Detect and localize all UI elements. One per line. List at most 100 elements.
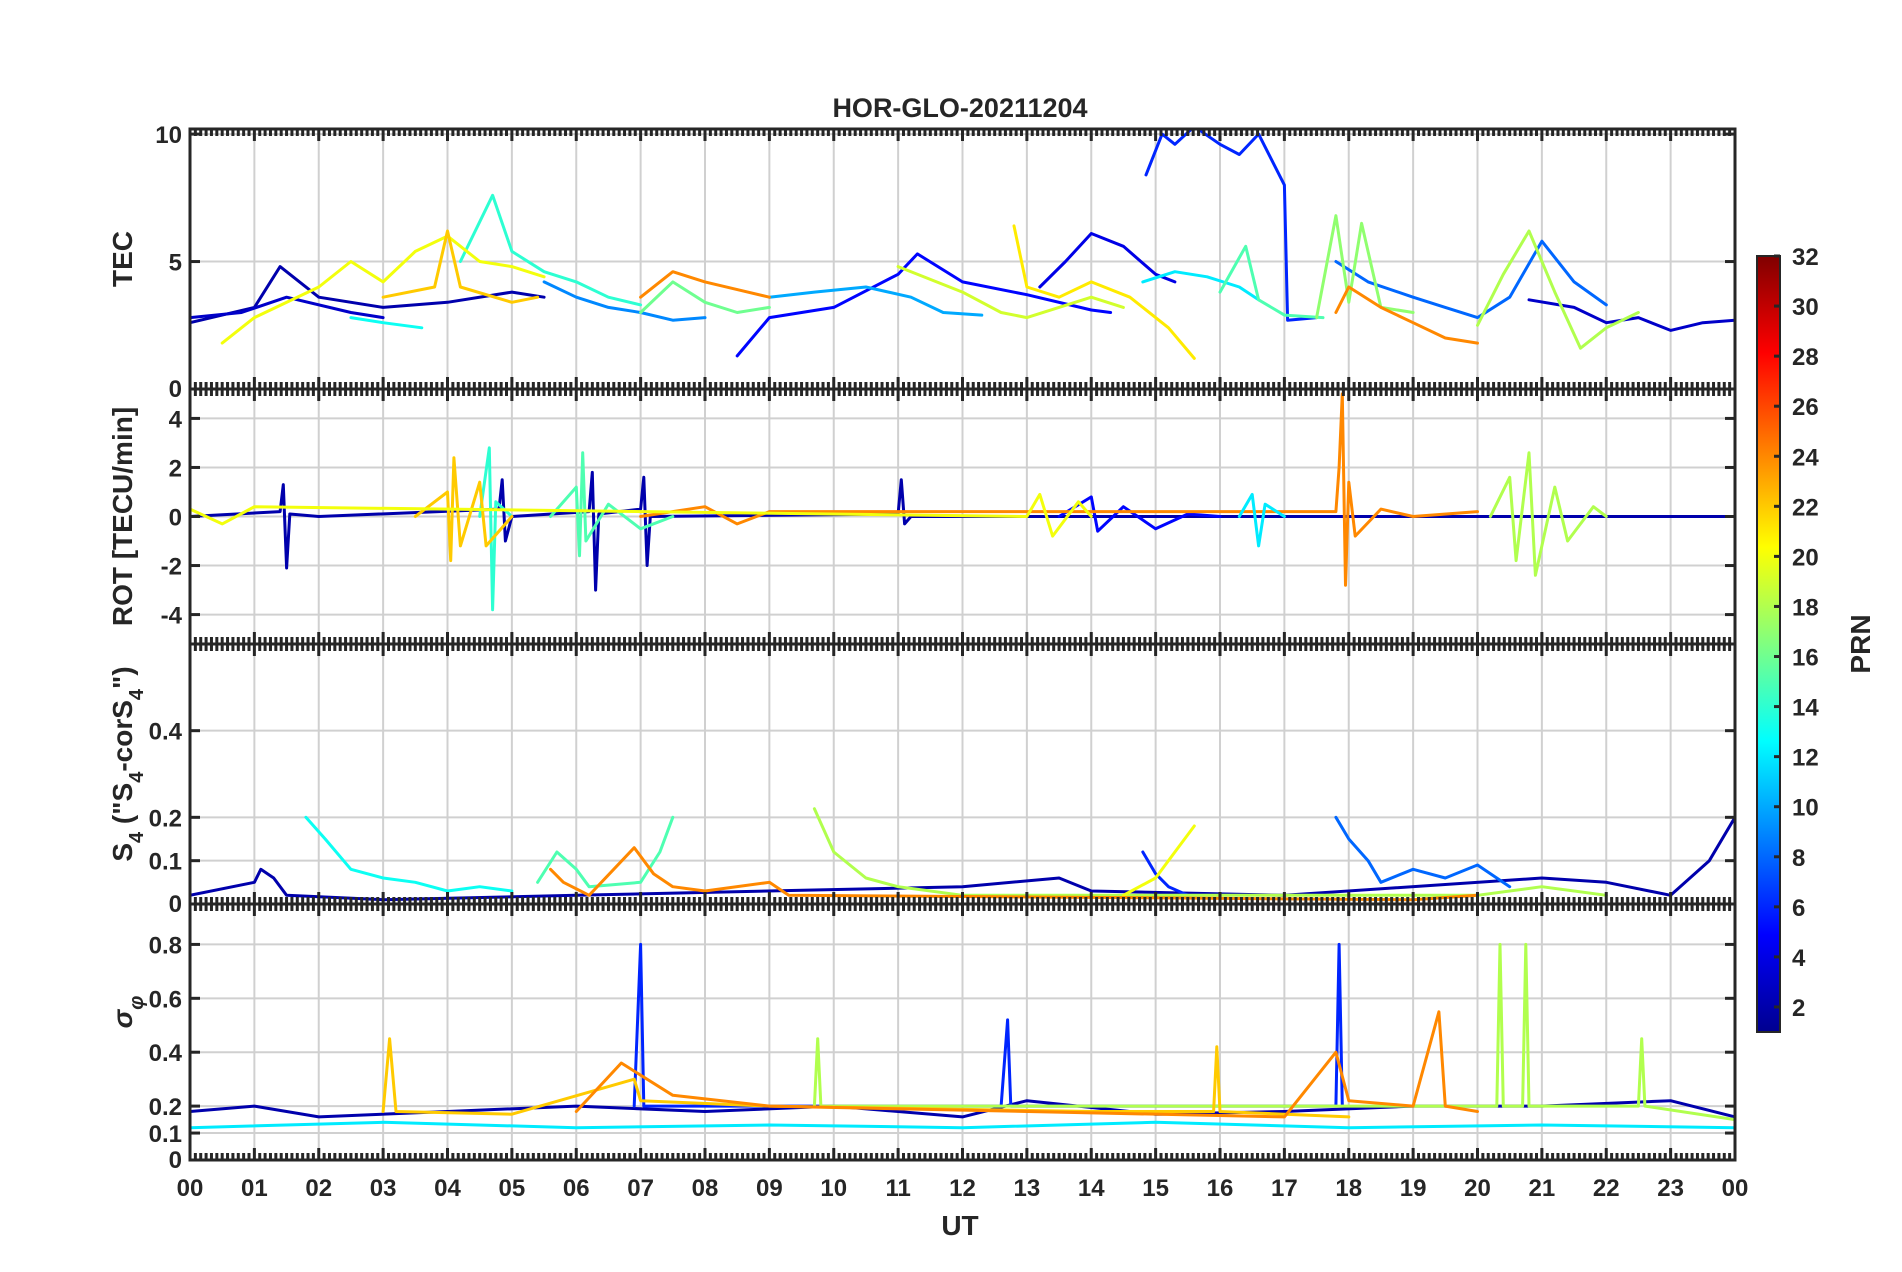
y-tick-label: 4 <box>169 406 183 433</box>
y-axis-title: ROT [TECU/min] <box>107 407 138 626</box>
colorbar-label: PRN <box>1845 614 1876 673</box>
panel-tec: 0 5 10 TEC <box>107 122 1737 403</box>
series-prn-14 <box>458 193 643 307</box>
colorbar-tick-label: 30 <box>1792 294 1819 321</box>
series-prn-5 <box>1057 495 1222 533</box>
colorbar-tick-label: 24 <box>1792 444 1819 471</box>
y-tick-label: 0.4 <box>149 719 183 746</box>
series-prn-22 <box>381 229 540 304</box>
y-tick-label: 0.2 <box>149 805 182 832</box>
y-axis-title-subscript: 4 <box>126 831 148 843</box>
y-tick-label: 0.1 <box>149 849 182 876</box>
x-tick-label: 12 <box>949 1175 976 1202</box>
x-tick-label: 20 <box>1464 1175 1491 1202</box>
series-prn-24 <box>1334 285 1479 345</box>
series-prn-16 <box>639 280 771 314</box>
panel-grid <box>190 644 1735 904</box>
series-prn-24 <box>574 1010 1479 1119</box>
colorbar: 32 30 28 26 24 22 20 18 16 14 12 10 8 6 4 2 PRN <box>1756 244 1876 1033</box>
x-tick-label: 23 <box>1657 1175 1684 1202</box>
x-tick-label: 06 <box>563 1175 590 1202</box>
series-prn-18 <box>812 807 1608 897</box>
series-prn-22 <box>381 1037 1351 1119</box>
series-prn-3 <box>1527 298 1735 332</box>
y-tick-label: 0 <box>169 505 182 532</box>
colorbar-ticks: 32 30 28 26 24 22 20 18 16 14 12 10 8 6 4 2 <box>1774 244 1819 1022</box>
panel-series <box>190 807 1735 902</box>
y-tick-label: 2 <box>169 455 182 482</box>
x-tick-label: 16 <box>1207 1175 1234 1202</box>
panel-series <box>190 942 1735 1130</box>
x-tick-label: 08 <box>692 1175 719 1202</box>
x-tick-label: 17 <box>1271 1175 1298 1202</box>
x-tick-label: 13 <box>1014 1175 1041 1202</box>
y-axis-title-part: -corS <box>107 700 138 772</box>
panel-series <box>190 129 1735 360</box>
colorbar-tick-label: 4 <box>1792 945 1806 972</box>
series-prn-15 <box>549 451 675 558</box>
y-tick-labels: 0 0.1 0.2 0.4 <box>149 719 183 918</box>
colorbar-tick-label: 26 <box>1792 394 1819 421</box>
y-axis-title-part: S <box>107 843 138 862</box>
x-tick-label: 15 <box>1142 1175 1169 1202</box>
colorbar-tick-label: 22 <box>1792 494 1819 521</box>
x-tick-label: 11 <box>885 1175 910 1202</box>
x-tick-label: 04 <box>434 1175 461 1202</box>
panel-grid <box>190 904 1735 1160</box>
series-prn-24 <box>549 846 1479 902</box>
series-prn-6 <box>1141 850 1190 897</box>
y-axis-title-subscript: 4 <box>126 688 148 700</box>
y-tick-label: -2 <box>161 554 182 581</box>
x-axis-tick-labels: 00 01 02 03 04 05 06 07 08 09 10 11 12 13 14 15 16 17 18 19… <box>177 1175 1749 1202</box>
y-axis-title: σφ <box>107 996 148 1029</box>
y-tick-label: 10 <box>155 122 182 149</box>
series-prn-17 <box>1315 214 1415 320</box>
series-prn-21 <box>1012 224 1196 360</box>
y-axis-title-subscript: φ <box>126 996 148 1010</box>
series-prn-12 <box>1237 492 1286 548</box>
chart-title: HOR-GLO-20211204 <box>832 93 1087 123</box>
y-tick-label: 0 <box>169 1147 182 1174</box>
colorbar-tick-label: 12 <box>1792 745 1819 772</box>
y-tick-labels: -4 -2 0 2 4 <box>161 406 183 629</box>
series-prn-20 <box>220 234 546 345</box>
colorbar-tick-label: 6 <box>1792 895 1805 922</box>
panel-sigma: 00.10.2 0.4 0.6 0.8 σφ <box>107 902 1737 1174</box>
x-tick-label: 03 <box>370 1175 397 1202</box>
series-prn-6 <box>632 942 1344 1108</box>
series-prn-13 <box>304 815 514 893</box>
panel-series <box>190 392 1735 612</box>
y-tick-label: 0.2 <box>149 1094 182 1121</box>
series-prn-20 <box>1121 824 1196 897</box>
colorbar-tick-label: 20 <box>1792 544 1819 571</box>
x-tick-label: 00 <box>177 1175 204 1202</box>
y-tick-label: 0.4 <box>149 1040 183 1067</box>
series-prn-13 <box>349 316 424 330</box>
series-prn-2 <box>190 470 1735 592</box>
x-tick-label: 21 <box>1529 1175 1556 1202</box>
x-tick-label: 19 <box>1400 1175 1427 1202</box>
colorbar-tick-label: 16 <box>1792 645 1819 672</box>
panel-tick-marks <box>188 129 1737 391</box>
colorbar-tick-label: 2 <box>1792 995 1805 1022</box>
y-axis-title-subscript: 4 <box>126 771 148 783</box>
y-tick-label: 0.6 <box>149 986 182 1013</box>
y-tick-label: 0 <box>169 376 182 403</box>
y-tick-label: 0 <box>169 891 182 918</box>
colorbar-tick-label: 10 <box>1792 795 1819 822</box>
colorbar-tick-label: 8 <box>1792 845 1805 872</box>
series-prn-6 <box>1144 129 1319 322</box>
y-tick-label: 5 <box>169 250 182 277</box>
series-prn-8 <box>1334 815 1512 889</box>
y-tick-label: -4 <box>161 603 183 630</box>
colorbar-tick-label: 18 <box>1792 594 1819 621</box>
series-prn-8 <box>1334 239 1608 320</box>
x-tick-label: 02 <box>305 1175 332 1202</box>
series-prn-18 <box>1476 229 1640 350</box>
x-tick-label: 07 <box>627 1175 654 1202</box>
x-tick-label: 22 <box>1593 1175 1620 1202</box>
series-prn-22 <box>413 456 514 563</box>
